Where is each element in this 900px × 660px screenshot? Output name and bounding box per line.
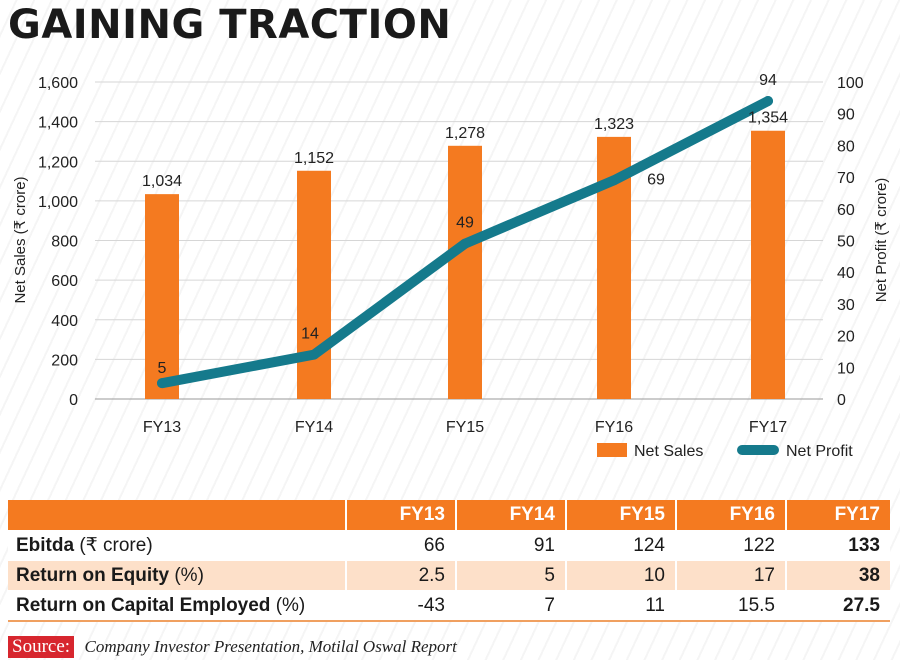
x-tick-label: FY16 — [595, 419, 633, 436]
y-tick-label: 1,600 — [38, 75, 78, 92]
net-profit-point — [763, 96, 773, 107]
metrics-table-wrap: FY13 FY14 FY15 FY16 FY17 Ebitda (₹ crore… — [8, 500, 890, 622]
y2-axis-title: Net Profit (₹ crore) — [873, 178, 890, 303]
y-tick-label: 400 — [51, 313, 78, 330]
x-tick-label: FY17 — [749, 419, 787, 436]
x-tick-label: FY13 — [143, 419, 181, 436]
y2-tick-label: 40 — [837, 265, 855, 282]
net-sales-label: 1,034 — [142, 173, 182, 190]
table-cell: 2.5 — [345, 560, 456, 591]
table-row-ebitda: Ebitda (₹ crore) 66 91 124 122 133 — [8, 530, 890, 561]
net-profit-label: 49 — [456, 215, 474, 232]
x-tick-label: FY14 — [295, 419, 333, 436]
net-sales-bar — [751, 130, 785, 399]
y2-tick-label: 100 — [837, 75, 864, 92]
net-sales-label: 1,323 — [594, 116, 634, 133]
net-sales-label: 1,152 — [294, 150, 334, 167]
net-sales-bar — [448, 145, 482, 399]
table-cell: 91 — [455, 530, 566, 561]
table-header-row: FY13 FY14 FY15 FY16 FY17 — [8, 500, 890, 531]
net-sales-bar — [297, 170, 331, 399]
table-header-label — [8, 500, 346, 531]
source-line: Source: Company Investor Presentation, M… — [8, 636, 457, 658]
table-cell: 17 — [675, 560, 786, 591]
table-cell: 38 — [785, 560, 890, 591]
table-cell: 15.5 — [675, 590, 786, 622]
y-tick-label: 200 — [51, 352, 78, 369]
table-row-roe: Return on Equity (%) 2.5 5 10 17 38 — [8, 560, 890, 591]
legend-net-profit-label: Net Profit — [786, 443, 853, 460]
net-profit-label: 5 — [158, 360, 167, 377]
net-profit-point — [157, 378, 167, 389]
y-axis-title: Net Sales (₹ crore) — [12, 176, 29, 303]
net-profit-point — [309, 349, 319, 360]
table-cell: 122 — [675, 530, 786, 561]
net-sales-label: 1,354 — [748, 110, 788, 127]
table-cell: 5 — [455, 560, 566, 591]
row-label-main: Return on Capital Employed — [16, 594, 271, 616]
table-cell: 7 — [455, 590, 566, 622]
table-cell: -43 — [345, 590, 456, 622]
table-header-fy14: FY14 — [455, 500, 566, 531]
net-sales-bar — [145, 194, 179, 399]
table-cell: 66 — [345, 530, 456, 561]
row-label: Ebitda (₹ crore) — [8, 530, 346, 561]
row-label-unit: (%) — [169, 564, 204, 586]
row-label-unit: (₹ crore) — [74, 535, 153, 556]
y-tick-label: 800 — [51, 234, 78, 251]
row-label: Return on Equity (%) — [8, 560, 346, 591]
y2-tick-label: 90 — [837, 107, 855, 124]
table-cell: 133 — [785, 530, 890, 561]
row-label-unit: (%) — [270, 594, 306, 616]
legend-net-sales-swatch — [597, 443, 627, 457]
y-tick-label: 0 — [69, 392, 78, 409]
y-tick-label: 1,400 — [38, 115, 78, 132]
table-header-fy16: FY16 — [675, 500, 786, 531]
y2-tick-label: 80 — [837, 138, 855, 155]
y-tick-label: 1,200 — [38, 154, 78, 171]
y-tick-label: 600 — [51, 273, 78, 290]
net-profit-label: 14 — [301, 326, 319, 343]
y-tick-label: 1,000 — [38, 194, 78, 211]
net-profit-point — [460, 238, 470, 249]
source-text: Company Investor Presentation, Motilal O… — [84, 637, 457, 656]
metrics-table: FY13 FY14 FY15 FY16 FY17 Ebitda (₹ crore… — [8, 500, 890, 622]
page-title: GAINING TRACTION — [8, 2, 452, 48]
table-header-fy13: FY13 — [345, 500, 456, 531]
y2-tick-label: 70 — [837, 170, 855, 187]
net-sales-label: 1,278 — [445, 125, 485, 142]
row-label-main: Ebitda — [16, 535, 75, 556]
table-cell: 27.5 — [785, 590, 890, 622]
source-label: Source: — [8, 636, 75, 658]
net-profit-label: 94 — [759, 72, 777, 89]
table-cell: 10 — [565, 560, 676, 591]
y2-tick-label: 30 — [837, 297, 855, 314]
legend-net-sales-label: Net Sales — [634, 443, 703, 460]
net-profit-point — [609, 175, 619, 186]
y2-tick-label: 10 — [837, 360, 855, 377]
y2-tick-label: 60 — [837, 202, 855, 219]
table-row-roce: Return on Capital Employed (%) -43 7 11 … — [8, 590, 890, 622]
row-label-main: Return on Equity — [16, 564, 170, 586]
x-tick-label: FY15 — [446, 419, 484, 436]
table-header-fy15: FY15 — [565, 500, 676, 531]
y2-tick-label: 0 — [837, 392, 846, 409]
y2-tick-label: 50 — [837, 234, 855, 251]
net-profit-label: 69 — [647, 171, 665, 188]
table-header-fy17: FY17 — [785, 500, 890, 531]
row-label: Return on Capital Employed (%) — [8, 590, 346, 622]
y2-tick-label: 20 — [837, 329, 855, 346]
table-cell: 124 — [565, 530, 676, 561]
table-cell: 11 — [565, 590, 676, 622]
